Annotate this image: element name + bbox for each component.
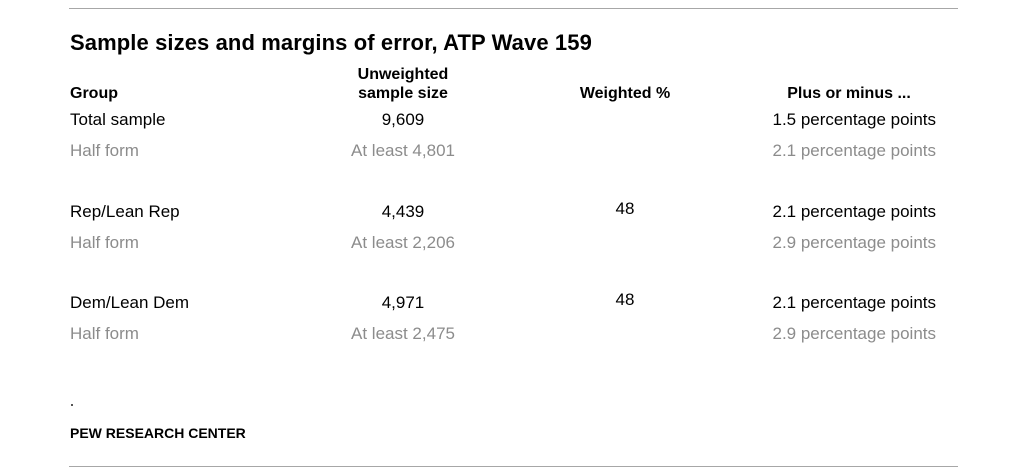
row-dem-lean-dem-group: Dem/Lean Dem: [70, 293, 190, 312]
row-rep-half-form-n: At least 2,206: [351, 233, 455, 252]
bottom-rule: [69, 466, 958, 467]
header-plus-or-minus: Plus or minus ...: [787, 85, 911, 102]
row-rep-half-form-group: Half form: [70, 233, 139, 252]
header-unweighted-line2: sample size: [358, 85, 448, 102]
row-dem-half-form-group: Half form: [70, 324, 139, 343]
row-dem-half-form-moe: 2.9 percentage points: [772, 324, 936, 343]
row-total-sample-n: 9,609: [381, 110, 425, 129]
row-dem-lean-dem-n: 4,971: [381, 293, 425, 312]
row-rep-lean-rep-moe: 2.1 percentage points: [772, 202, 936, 221]
row-dem-half-form-n: At least 2,475: [351, 324, 455, 343]
row-rep-lean-rep-weighted: 48: [615, 199, 635, 218]
row-dem-lean-dem-moe: 2.1 percentage points: [772, 293, 936, 312]
row-rep-lean-rep-n: 4,439: [381, 202, 425, 221]
row-total-sample-moe: 1.5 percentage points: [772, 110, 936, 129]
row-total-half-form-n: At least 4,801: [351, 141, 455, 160]
source-label: PEW RESEARCH CENTER: [70, 425, 246, 441]
top-rule: [69, 8, 958, 9]
row-total-half-form-group: Half form: [70, 141, 139, 160]
row-rep-half-form-moe: 2.9 percentage points: [772, 233, 936, 252]
header-weighted-percent: Weighted %: [579, 85, 671, 102]
table-title: Sample sizes and margins of error, ATP W…: [70, 30, 592, 55]
row-dem-lean-dem-weighted: 48: [615, 290, 635, 309]
header-group: Group: [70, 85, 118, 102]
row-rep-lean-rep-group: Rep/Lean Rep: [70, 202, 180, 221]
header-unweighted-line1: Unweighted: [357, 66, 449, 83]
row-total-sample-group: Total sample: [70, 110, 166, 129]
note-marker: [71, 404, 73, 406]
row-total-half-form-moe: 2.1 percentage points: [772, 141, 936, 160]
header-unweighted-sample-size: Unweighted sample size: [328, 65, 478, 103]
